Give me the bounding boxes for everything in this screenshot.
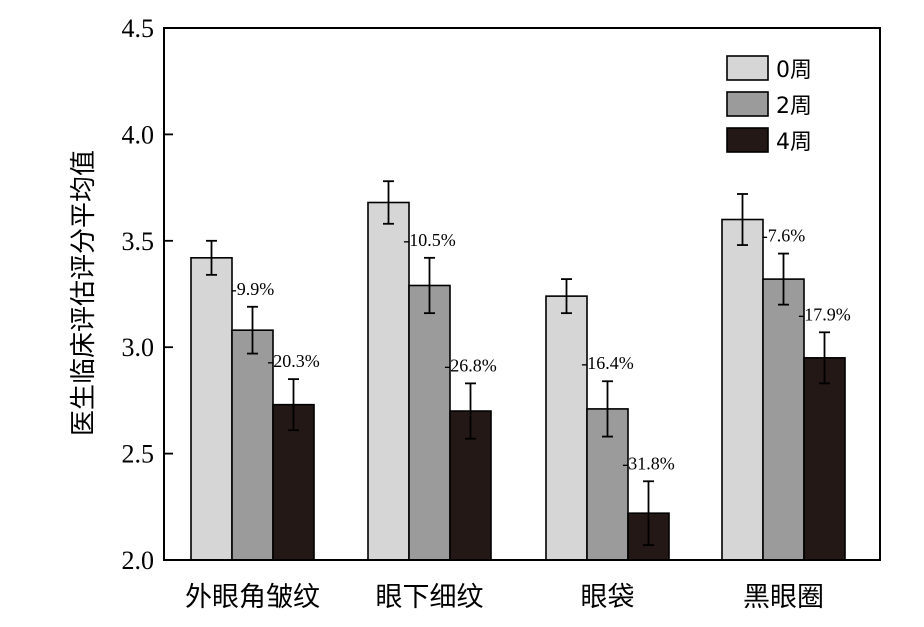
legend: 0周 2周 4周 [726, 55, 812, 155]
percent-change-label: -26.8% [444, 355, 497, 375]
y-tick-label: 3.0 [122, 333, 155, 362]
y-tick-label: 2.0 [122, 546, 155, 575]
bar [545, 295, 588, 561]
category-label: 黑眼圈 [743, 582, 824, 613]
percent-change-label: -20.3% [267, 351, 320, 371]
legend-label: 0周 [776, 58, 812, 83]
legend-swatch [726, 91, 769, 117]
percent-change-label: -16.4% [581, 353, 634, 373]
legend-label: 2周 [776, 94, 812, 119]
bars-layer [190, 180, 846, 561]
y-tick-label: 2.5 [122, 440, 155, 469]
percent-change-label: -31.8% [622, 453, 675, 473]
bar [367, 201, 410, 561]
y-tick-label: 4.5 [122, 14, 155, 43]
y-tick-label: 4.0 [122, 120, 155, 149]
legend-swatch [726, 55, 769, 81]
y-tick-label: 3.5 [122, 227, 155, 256]
percent-change-label: -17.9% [798, 304, 851, 324]
category-label: 眼袋 [581, 582, 635, 613]
legend-label: 4周 [776, 130, 812, 155]
bar [721, 218, 764, 561]
bar [408, 284, 451, 561]
category-label: 外眼角皱纹 [185, 582, 320, 613]
percent-change-label: -7.6% [762, 226, 806, 246]
percent-change-label: -10.5% [403, 230, 456, 250]
category-label: 眼下细纹 [376, 582, 484, 613]
bar [190, 257, 233, 561]
legend-swatch [726, 127, 769, 153]
labels-layer: 外眼角皱纹 眼下细纹 眼袋 黑眼圈 2.0 2.5 3.0 3.5 4.0 4.5 -9.9% -20… [122, 14, 851, 613]
bar [803, 357, 846, 561]
plot-frame [163, 27, 881, 561]
percent-change-label: -9.9% [231, 279, 275, 299]
axes-layer [163, 27, 881, 561]
y-axis-title: 医生临床评估评分平均值 [69, 150, 99, 436]
